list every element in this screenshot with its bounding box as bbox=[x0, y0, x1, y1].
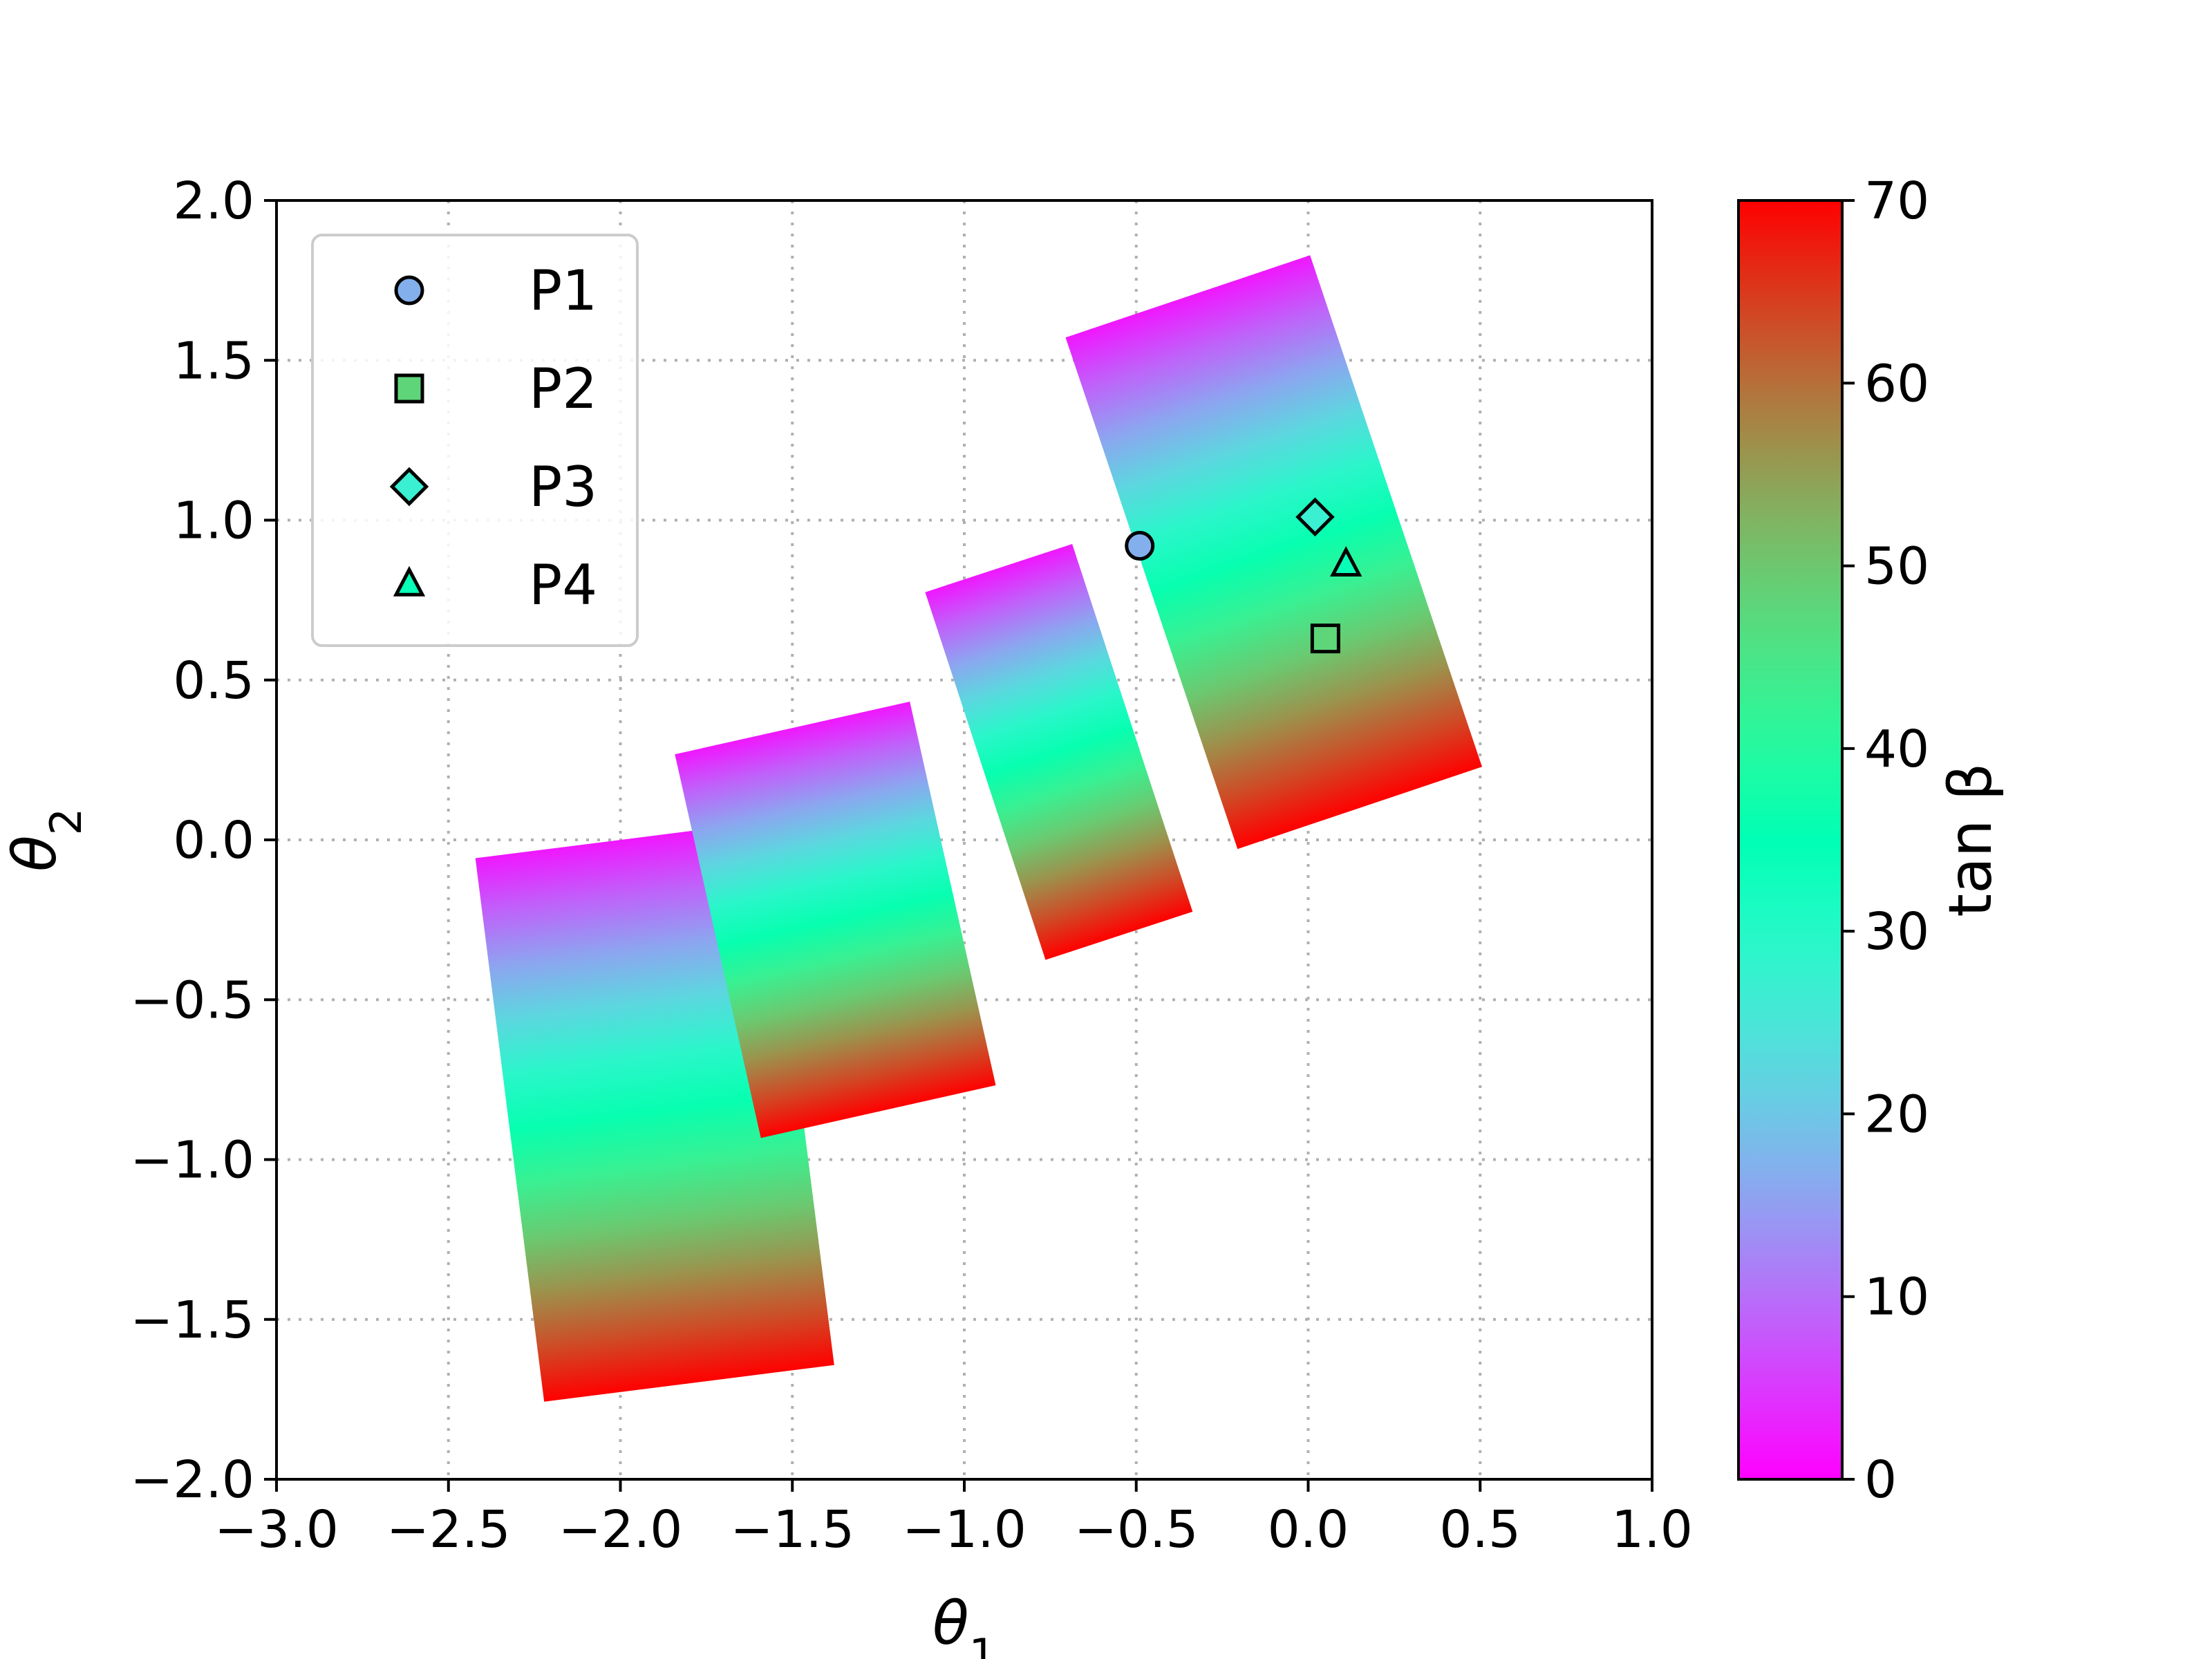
y-tick-label: −1.0 bbox=[130, 1131, 254, 1190]
y-axis-label: θ2 bbox=[1, 808, 91, 872]
legend-label-p1: P1 bbox=[529, 259, 597, 323]
point-p2 bbox=[1310, 624, 1340, 654]
scatter-band bbox=[925, 544, 1193, 960]
point-p1 bbox=[1125, 531, 1155, 561]
colorbar-tick-label: 20 bbox=[1864, 1085, 1929, 1144]
legend-marker-p4 bbox=[393, 565, 426, 597]
colorbar-tick-label: 40 bbox=[1864, 720, 1929, 779]
legend-box bbox=[311, 234, 639, 647]
point-p3 bbox=[1295, 497, 1335, 537]
legend: P1 P2 P3 P4 bbox=[311, 234, 639, 647]
x-tick-label: −2.5 bbox=[386, 1500, 511, 1559]
x-axis-label: θ1 bbox=[932, 1589, 996, 1659]
legend-marker-p3 bbox=[389, 467, 429, 507]
legend-marker-p1 bbox=[394, 275, 424, 306]
y-tick-label: 1.5 bbox=[173, 331, 254, 391]
point-p4 bbox=[1330, 546, 1362, 577]
x-tick-label: −2.0 bbox=[559, 1500, 683, 1559]
colorbar-gradient bbox=[1737, 199, 1844, 1481]
legend-marker-p2 bbox=[394, 373, 424, 404]
colorbar-tick-label: 30 bbox=[1864, 902, 1929, 962]
x-tick-label: −0.5 bbox=[1074, 1500, 1199, 1559]
y-tick-label: 0.5 bbox=[173, 651, 254, 711]
y-tick-label: −0.5 bbox=[130, 971, 254, 1030]
legend-label-p4: P4 bbox=[529, 553, 597, 617]
x-tick-label: −1.5 bbox=[730, 1500, 854, 1559]
legend-label-p3: P3 bbox=[529, 455, 597, 519]
colorbar-tick-label: 70 bbox=[1864, 171, 1929, 231]
colorbar-ticks: 0 10 20 30 40 50 60 70 bbox=[1842, 171, 1929, 1510]
highlight-points bbox=[1125, 497, 1362, 654]
x-tick-label: 1.0 bbox=[1611, 1500, 1693, 1559]
y-tick-label: −2.0 bbox=[130, 1450, 254, 1510]
colorbar-tick-label: 10 bbox=[1864, 1268, 1929, 1327]
colorbar-tick-label: 0 bbox=[1864, 1450, 1897, 1510]
colorbar-tick-label: 60 bbox=[1864, 354, 1929, 413]
x-tick-label: −3.0 bbox=[214, 1500, 339, 1559]
colorbar: 0 10 20 30 40 50 60 70 tan β bbox=[1737, 171, 2005, 1510]
scatter-clusters bbox=[475, 255, 1482, 1402]
y-tick-label: 2.0 bbox=[173, 171, 254, 231]
y-tick-label: 0.0 bbox=[173, 811, 254, 870]
y-tick-label: 1.0 bbox=[173, 491, 254, 551]
legend-label-p2: P2 bbox=[529, 357, 597, 421]
scatter-band bbox=[675, 702, 996, 1138]
x-tick-label: 0.5 bbox=[1439, 1500, 1521, 1559]
y-axis-ticks: −2.0 −1.5 −1.0 −0.5 0.0 0.5 1.0 1.5 2.0 bbox=[130, 171, 276, 1510]
x-tick-label: 0.0 bbox=[1268, 1500, 1349, 1559]
scatter-band bbox=[1065, 255, 1482, 850]
colorbar-tick-label: 50 bbox=[1864, 537, 1929, 597]
x-tick-label: −1.0 bbox=[902, 1500, 1027, 1559]
colorbar-label: tan β bbox=[1936, 762, 2005, 917]
y-tick-label: −1.5 bbox=[130, 1291, 254, 1350]
x-axis-ticks: −3.0 −2.5 −2.0 −1.5 −1.0 −0.5 0.0 0.5 1.0 bbox=[214, 1479, 1693, 1559]
